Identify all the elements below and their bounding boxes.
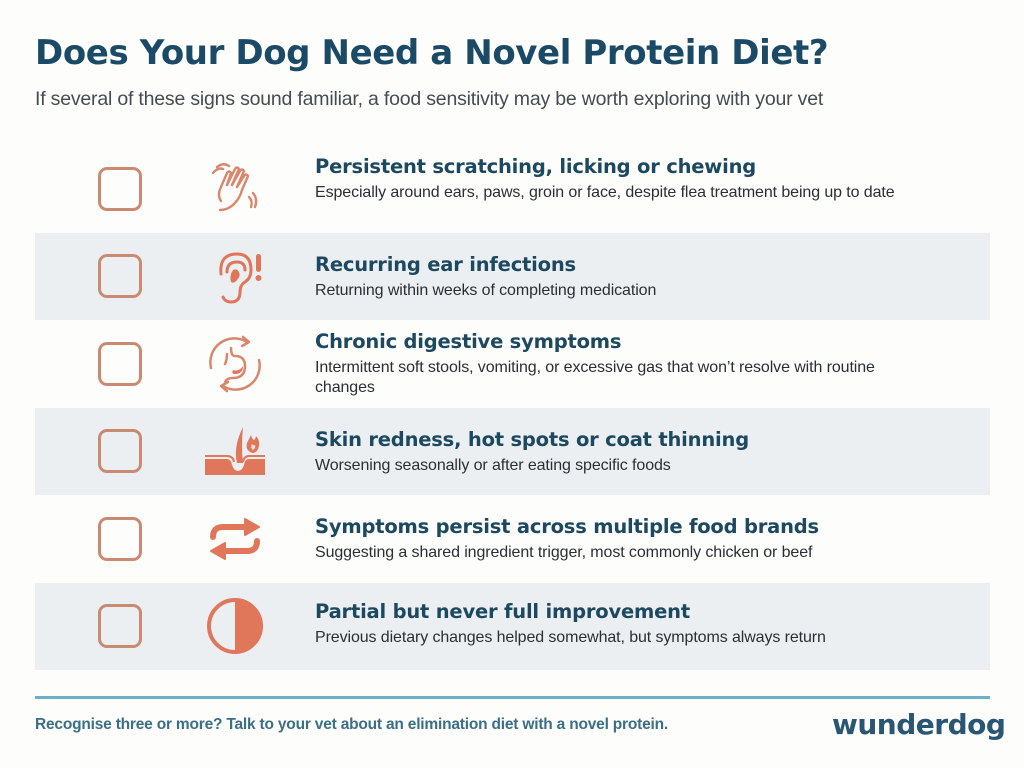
sign-description: Intermittent soft stools, vomiting, or e… bbox=[315, 359, 875, 396]
sign-checkbox-digestive[interactable] bbox=[98, 341, 142, 386]
page-title: Does Your Dog Need a Novel Protein Diet? bbox=[35, 33, 829, 73]
half-circle-icon bbox=[203, 594, 267, 658]
sign-checkbox-skin[interactable] bbox=[98, 429, 142, 474]
sign-title: Chronic digestive symptoms bbox=[315, 330, 622, 353]
sign-row-digestive: Chronic digestive symptoms Intermittent … bbox=[35, 320, 990, 408]
sign-title: Persistent scratching, licking or chewin… bbox=[315, 155, 757, 178]
sign-description: Previous dietary changes helped somewhat… bbox=[315, 628, 826, 646]
skin-hot-spot-icon bbox=[203, 419, 267, 483]
sign-title: Skin redness, hot spots or coat thinning bbox=[315, 427, 749, 451]
sign-checkbox-partial-improvement[interactable] bbox=[98, 604, 142, 649]
signs-checklist: Persistent scratching, licking or chewin… bbox=[35, 145, 990, 670]
repeat-arrows-icon bbox=[203, 507, 267, 571]
sign-row-scratching: Persistent scratching, licking or chewin… bbox=[35, 145, 990, 233]
sign-row-ear-infections: Recurring ear infections Returning withi… bbox=[35, 232, 990, 320]
footer-message: Recognise three or more? Talk to your ve… bbox=[35, 716, 669, 733]
wunderdog-logo: wunderdog bbox=[832, 708, 1006, 741]
footer-divider bbox=[35, 696, 990, 699]
sign-title: Partial but never full improvement bbox=[315, 599, 690, 623]
page-subtitle: If several of these signs sound familiar… bbox=[35, 88, 824, 110]
sign-description: Returning within weeks of completing med… bbox=[315, 281, 657, 299]
sign-title: Recurring ear infections bbox=[315, 252, 576, 276]
sign-row-multiple-brands: Symptoms persist across multiple food br… bbox=[35, 495, 990, 583]
sign-checkbox-ear-infections[interactable] bbox=[98, 254, 142, 299]
scratching-hand-icon bbox=[203, 157, 267, 221]
sign-row-partial-improvement: Partial but never full improvement Previ… bbox=[35, 582, 990, 670]
sign-row-skin: Skin redness, hot spots or coat thinning… bbox=[35, 407, 990, 495]
sign-description: Suggesting a shared ingredient trigger, … bbox=[315, 544, 813, 561]
sign-description: Especially around ears, paws, groin or f… bbox=[315, 184, 895, 201]
stomach-cycle-icon bbox=[203, 332, 267, 396]
ear-alert-icon bbox=[203, 244, 267, 308]
sign-description: Worsening seasonally or after eating spe… bbox=[315, 456, 671, 474]
sign-checkbox-multiple-brands[interactable] bbox=[98, 516, 142, 561]
sign-checkbox-scratching[interactable] bbox=[98, 166, 142, 211]
sign-title: Symptoms persist across multiple food br… bbox=[315, 515, 819, 538]
